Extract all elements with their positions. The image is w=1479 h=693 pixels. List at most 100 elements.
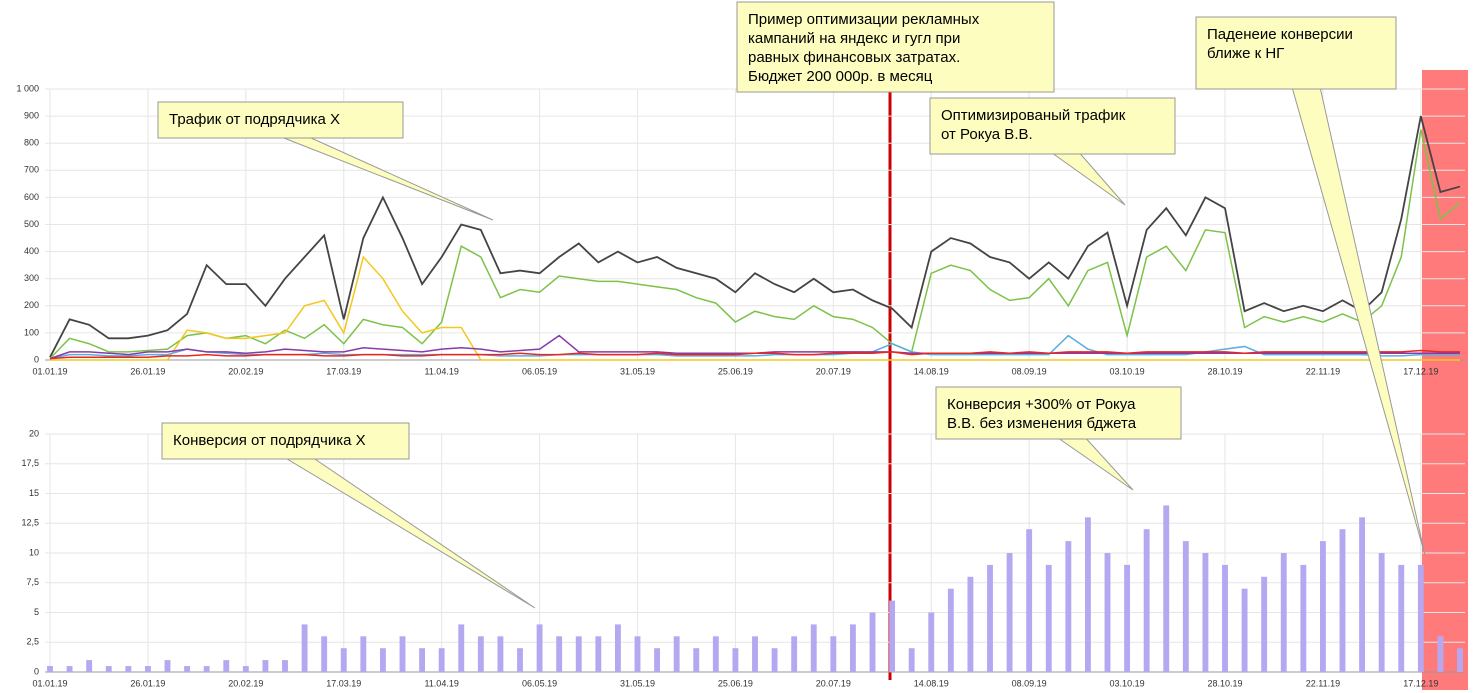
bar (928, 612, 935, 672)
x-tick-label: 06.05.19 (522, 366, 557, 376)
x-tick-label: 28.10.19 (1207, 678, 1242, 688)
callout-text: ближе к НГ (1207, 45, 1284, 62)
x-tick-label: 31.05.19 (620, 366, 655, 376)
bar (517, 648, 523, 672)
bar (595, 636, 602, 672)
bar (360, 636, 367, 672)
callout-box (1195, 16, 1397, 90)
callout-box (935, 386, 1182, 440)
x-tick-label: 14.08.19 (914, 678, 949, 688)
bar (1065, 541, 1072, 672)
x-tick-label: 20.02.19 (228, 366, 263, 376)
bar (947, 588, 954, 672)
series-line (50, 255, 1460, 361)
bar (889, 600, 896, 672)
x-tick-label: 03.10.19 (1110, 366, 1145, 376)
bar (634, 636, 641, 672)
x-tick-label: 26.01.19 (130, 678, 165, 688)
y-tick-label: 900 (24, 110, 39, 120)
bar (1300, 564, 1307, 672)
callout-text: Трафик от подрядчика Х (169, 111, 340, 128)
bar (869, 612, 876, 672)
bar (497, 636, 504, 672)
bar (1339, 529, 1346, 672)
x-tick-label: 01.01.19 (32, 366, 67, 376)
bar (791, 636, 798, 672)
callout-text: от Рокуа В.В. (941, 126, 1033, 143)
bar (66, 666, 73, 672)
x-tick-label: 11.04.19 (424, 366, 458, 376)
y-tick-label: 17,5 (21, 458, 39, 468)
x-tick-label: 14.08.19 (914, 366, 949, 376)
x-tick-label: 20.02.19 (228, 678, 263, 688)
bar (125, 666, 132, 672)
x-tick-label: 22.11.19 (1306, 678, 1340, 688)
bar (1359, 517, 1366, 672)
callout-box (161, 422, 410, 460)
bar (849, 624, 856, 672)
x-tick-label: 20.07.19 (816, 678, 851, 688)
y-tick-label: 700 (24, 165, 39, 175)
callout-text: Паденеие конверсии (1207, 26, 1353, 43)
bar (1319, 541, 1326, 672)
bar (830, 636, 837, 672)
bar (164, 660, 171, 672)
x-tick-label: 25.06.19 (718, 366, 753, 376)
y-tick-label: 100 (24, 327, 39, 337)
bar (262, 660, 269, 672)
y-tick-label: 7,5 (26, 577, 39, 587)
x-tick-label: 08.09.19 (1012, 678, 1047, 688)
bar (1124, 564, 1131, 672)
callout-pointer (1291, 86, 1426, 556)
callout-text: В.В. без изменения бджета (947, 415, 1137, 432)
bar (105, 666, 112, 672)
bar (908, 648, 915, 672)
x-tick-label: 17.03.19 (326, 366, 361, 376)
bar (1457, 648, 1463, 672)
y-tick-label: 800 (24, 138, 39, 148)
bar (1202, 553, 1209, 672)
y-tick-label: 0 (34, 666, 39, 676)
y-tick-label: 2,5 (26, 637, 39, 647)
bar (144, 666, 151, 672)
bar (654, 648, 661, 672)
bar (536, 624, 543, 672)
y-tick-label: 300 (24, 273, 39, 283)
callout-box (157, 101, 404, 139)
bar (556, 636, 563, 672)
callout-pointer (282, 456, 536, 609)
x-tick-label: 26.01.19 (130, 366, 165, 376)
bar (614, 624, 621, 672)
callout-pointer (278, 135, 494, 221)
bar (1417, 564, 1424, 672)
bar (47, 666, 53, 672)
bar (1222, 564, 1228, 672)
x-tick-label: 22.11.19 (1306, 366, 1340, 376)
bar (1437, 636, 1444, 672)
bar (1261, 576, 1268, 672)
bar (242, 666, 249, 672)
bar (184, 666, 191, 672)
series-line (49, 129, 1461, 360)
y-tick-label: 1 000 (16, 83, 39, 93)
bar (203, 666, 210, 672)
bar (1143, 529, 1150, 672)
bar (301, 624, 308, 672)
callout-text: равных финансовых затратах. (748, 49, 960, 66)
bar (752, 636, 758, 672)
x-tick-label: 17.12.19 (1403, 366, 1438, 376)
x-tick-label: 06.05.19 (522, 678, 557, 688)
callout-text: Бюджет 200 000р. в месяц (748, 68, 933, 85)
callout-box (736, 1, 1055, 93)
bar (771, 648, 778, 672)
bar (1280, 553, 1287, 672)
bar (1104, 553, 1111, 672)
bar (1045, 564, 1052, 672)
callout-text: кампаний на яндекс и гугл при (748, 30, 960, 47)
y-tick-label: 600 (24, 192, 39, 202)
y-tick-label: 0 (34, 354, 39, 364)
y-tick-label: 15 (29, 488, 39, 498)
bar (1006, 553, 1013, 672)
y-tick-label: 20 (29, 428, 39, 438)
